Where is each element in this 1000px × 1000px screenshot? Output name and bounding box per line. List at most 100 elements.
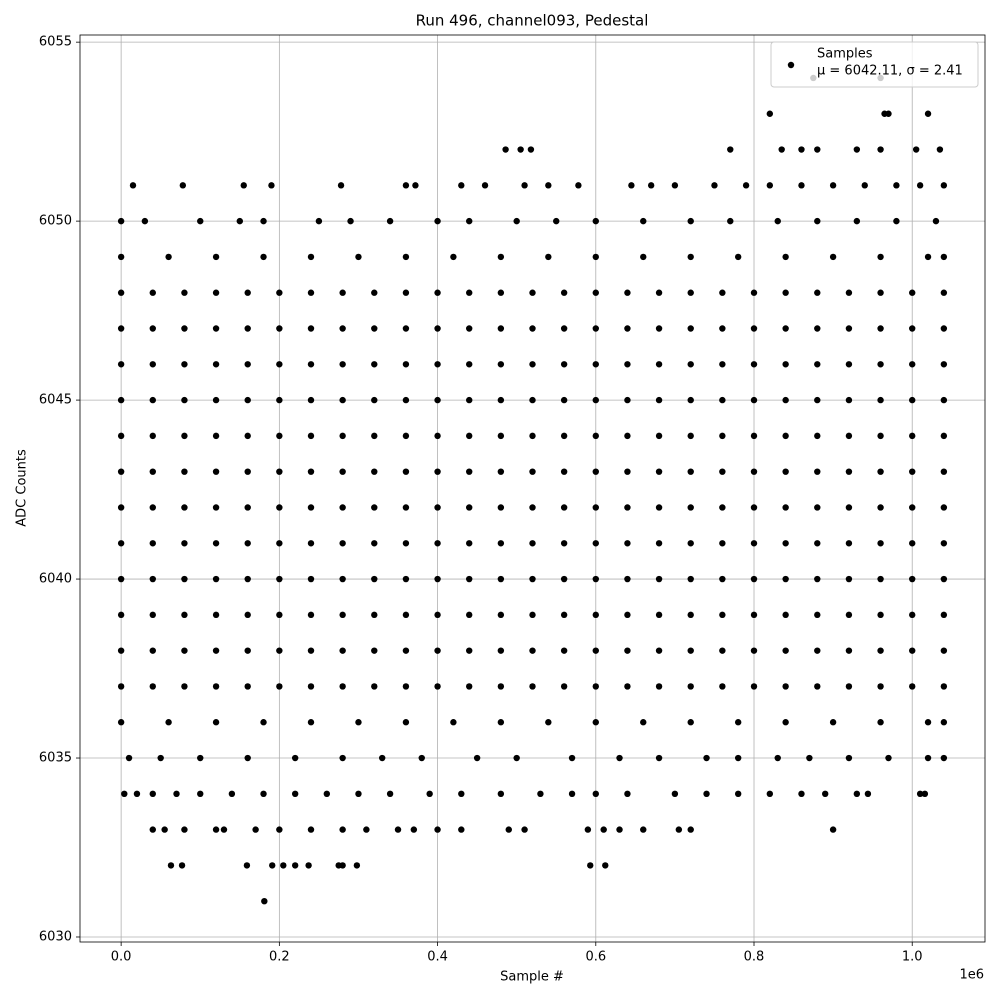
sample-point — [212, 575, 220, 583]
sample-point — [371, 647, 378, 654]
sample-point — [212, 361, 220, 368]
sample-point — [940, 361, 948, 368]
sample-point — [766, 182, 774, 189]
sample-point — [450, 719, 457, 726]
sample-point — [814, 540, 821, 547]
sample-point — [371, 432, 378, 440]
sample-point — [655, 504, 663, 511]
sample-point — [117, 361, 125, 368]
sample-point — [434, 826, 441, 833]
y-tick-label: 6035 — [39, 751, 72, 766]
sample-point — [940, 719, 948, 726]
sample-point — [426, 790, 433, 798]
sample-point — [179, 182, 187, 189]
sample-point — [719, 611, 726, 619]
sample-point — [181, 504, 188, 511]
sample-point — [734, 754, 742, 762]
sample-point — [687, 826, 694, 833]
points — [117, 74, 948, 905]
sample-point — [592, 432, 599, 440]
sample-point — [940, 611, 948, 619]
sample-point — [307, 361, 315, 368]
sample-point — [845, 432, 853, 440]
sample-point — [924, 110, 932, 117]
sample-point — [814, 146, 821, 153]
sample-point — [212, 719, 220, 726]
sample-point — [117, 647, 125, 654]
sample-point — [742, 182, 750, 189]
sample-point — [378, 754, 386, 762]
legend-stats: μ = 6042.11, σ = 2.41 — [817, 64, 963, 79]
sample-point — [466, 504, 473, 511]
sample-point — [434, 325, 441, 332]
sample-point — [687, 540, 694, 547]
sample-point — [161, 826, 168, 833]
sample-point — [212, 253, 220, 261]
sample-point — [912, 146, 920, 153]
sample-point — [244, 289, 251, 296]
sample-point — [236, 217, 243, 225]
sample-point — [909, 289, 916, 296]
sample-point — [529, 325, 536, 332]
sample-point — [529, 647, 536, 654]
sample-point — [936, 146, 944, 153]
sample-point — [782, 611, 789, 619]
sample-point — [655, 683, 663, 690]
sample-point — [117, 575, 125, 583]
sample-point — [291, 790, 299, 798]
sample-point — [371, 683, 378, 690]
sample-point — [845, 468, 853, 475]
sample-point — [149, 575, 156, 583]
sample-point — [602, 862, 609, 869]
sample-point — [814, 432, 821, 440]
sample-point — [173, 790, 180, 798]
sample-point — [307, 683, 315, 690]
sample-point — [719, 325, 726, 332]
x-tick-label: 0.4 — [427, 950, 448, 965]
sample-point — [560, 468, 568, 475]
sample-point — [624, 504, 631, 511]
sample-point — [240, 182, 247, 189]
sample-point — [149, 790, 156, 798]
sample-point — [940, 754, 948, 762]
sample-point — [877, 396, 884, 404]
sample-point — [727, 146, 734, 153]
sample-point — [750, 504, 758, 511]
sample-point — [719, 683, 726, 690]
sample-point — [545, 253, 552, 261]
sample-point — [305, 862, 312, 869]
sample-point — [386, 217, 394, 225]
sample-point — [434, 361, 441, 368]
sample-point — [291, 754, 299, 762]
sample-point — [909, 683, 916, 690]
sample-point — [466, 575, 473, 583]
sample-point — [853, 217, 861, 225]
sample-point — [592, 683, 599, 690]
sample-point — [814, 361, 821, 368]
sample-point — [276, 325, 283, 332]
sample-point — [814, 647, 821, 654]
sample-point — [703, 790, 710, 798]
sample-point — [347, 217, 354, 225]
sample-point — [568, 754, 576, 762]
sample-point — [505, 826, 512, 833]
sample-point — [734, 790, 742, 798]
sample-point — [337, 182, 345, 189]
sample-point — [339, 325, 346, 332]
sample-point — [909, 611, 916, 619]
sample-point — [466, 432, 473, 440]
sample-point — [276, 432, 283, 440]
sample-point — [244, 361, 251, 368]
sample-point — [814, 396, 821, 404]
sample-point — [921, 790, 929, 798]
sample-point — [655, 289, 663, 296]
sample-point — [845, 575, 853, 583]
sample-point — [276, 289, 283, 296]
sample-point — [527, 146, 535, 153]
sample-point — [410, 826, 418, 833]
sample-point — [529, 432, 536, 440]
sample-point — [766, 110, 774, 117]
sample-point — [655, 361, 663, 368]
sample-point — [916, 790, 924, 798]
sample-point — [782, 432, 789, 440]
